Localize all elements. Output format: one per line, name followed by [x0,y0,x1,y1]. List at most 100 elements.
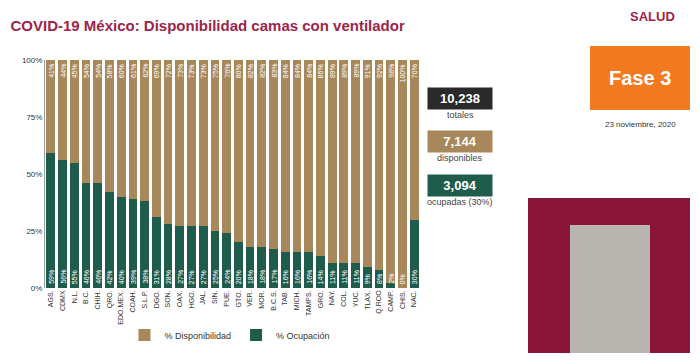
svg-text:75%: 75% [26,113,42,122]
svg-text:31%: 31% [153,270,160,284]
svg-text:COVID-19 México: Disponibilida: COVID-19 México: Disponibilidad camas co… [11,17,405,34]
svg-text:46%: 46% [95,270,102,284]
svg-text:YUC.: YUC. [352,290,359,307]
svg-text:disponibles: disponibles [437,153,483,163]
svg-text:PUE.: PUE. [223,290,230,306]
svg-text:CHIS.: CHIS. [399,290,406,309]
svg-text:44%: 44% [60,64,67,78]
svg-text:70%: 70% [411,64,418,78]
svg-text:SIN.: SIN. [211,290,218,304]
svg-text:54%: 54% [83,64,90,78]
svg-text:45%: 45% [71,64,78,78]
svg-text:84%: 84% [306,64,313,78]
svg-text:91%: 91% [364,64,371,78]
svg-text:totales: totales [447,110,474,120]
svg-text:54%: 54% [95,64,102,78]
svg-text:89%: 89% [329,64,336,78]
svg-text:41%: 41% [48,64,55,78]
svg-text:11%: 11% [353,270,360,284]
svg-text:% Ocupación: % Ocupación [276,331,330,341]
svg-text:B.C.: B.C. [82,290,89,304]
svg-text:COAH.: COAH. [129,290,136,312]
svg-text:EDO.MEX.: EDO.MEX. [117,290,124,324]
svg-text:55%: 55% [71,270,78,284]
svg-text:58%: 58% [106,64,113,78]
svg-text:MOR.: MOR. [258,290,265,308]
svg-text:38%: 38% [142,270,149,284]
svg-text:83%: 83% [271,64,278,78]
svg-text:80%: 80% [235,64,242,78]
svg-text:39%: 39% [130,270,137,284]
svg-text:59%: 59% [48,270,55,284]
svg-text:24%: 24% [224,270,231,284]
svg-text:18%: 18% [247,270,254,284]
svg-text:TAMPS.: TAMPS. [305,290,312,316]
svg-text:42%: 42% [106,270,113,284]
svg-text:2%: 2% [388,274,395,284]
svg-text:18%: 18% [259,270,266,284]
svg-text:3,094: 3,094 [443,178,476,193]
svg-text:9%: 9% [364,274,371,284]
svg-text:% Disponibilidad: % Disponibilidad [165,331,232,341]
svg-text:92%: 92% [376,64,383,78]
svg-text:82%: 82% [247,64,254,78]
svg-text:SALUD: SALUD [630,9,675,24]
svg-text:89%: 89% [353,64,360,78]
svg-text:QRO.: QRO. [106,290,114,308]
svg-text:82%: 82% [259,64,266,78]
svg-text:HGO.: HGO. [188,290,195,308]
svg-text:MICH.: MICH. [293,290,300,310]
svg-text:100%: 100% [22,56,42,65]
svg-text:25%: 25% [26,227,42,236]
svg-text:0%: 0% [31,284,43,293]
svg-text:86%: 86% [317,64,324,78]
svg-text:NAC.: NAC. [410,290,417,307]
svg-text:25%: 25% [212,270,219,284]
svg-text:Fase 3: Fase 3 [609,67,671,89]
svg-text:61%: 61% [130,64,137,78]
svg-text:46%: 46% [83,270,90,284]
svg-text:73%: 73% [177,64,184,78]
svg-text:11%: 11% [341,270,348,284]
svg-text:30%: 30% [411,270,418,284]
svg-text:28%: 28% [165,270,172,284]
svg-text:16%: 16% [306,270,313,284]
svg-text:56%: 56% [60,270,67,284]
svg-text:100%: 100% [399,65,406,83]
svg-text:TAB.: TAB. [282,290,289,305]
svg-text:17%: 17% [271,270,278,284]
svg-text:GRO.: GRO. [317,290,324,308]
svg-text:60%: 60% [118,64,125,78]
svg-text:69%: 69% [153,64,160,78]
svg-text:20%: 20% [235,270,242,284]
svg-text:27%: 27% [200,270,207,284]
svg-text:75%: 75% [212,64,219,78]
svg-text:8%: 8% [376,274,383,284]
svg-text:10,238: 10,238 [440,91,480,106]
svg-text:62%: 62% [142,64,149,78]
svg-text:73%: 73% [200,64,207,78]
svg-text:84%: 84% [282,64,289,78]
svg-text:50%: 50% [26,170,42,179]
svg-text:COL.: COL. [340,290,347,306]
svg-text:ocupadas (30%): ocupadas (30%) [427,197,493,207]
svg-text:GTO.: GTO. [235,290,242,307]
svg-text:SON.: SON. [164,290,171,307]
svg-text:98%: 98% [388,64,395,78]
svg-text:7,144: 7,144 [443,134,476,149]
svg-text:27%: 27% [188,270,195,284]
svg-text:84%: 84% [294,64,301,78]
svg-text:11%: 11% [329,271,336,285]
svg-text:JAL.: JAL. [199,290,206,304]
svg-text:14%: 14% [317,270,324,284]
svg-text:DGO.: DGO. [153,290,160,308]
svg-text:23 noviembre, 2020: 23 noviembre, 2020 [605,120,676,129]
svg-text:Q.ROO: Q.ROO [375,290,383,314]
svg-text:TLAX.: TLAX. [364,290,371,310]
svg-text:16%: 16% [294,270,301,284]
svg-text:N.L.: N.L. [71,290,78,303]
svg-text:72%: 72% [165,64,172,78]
svg-text:CDMX: CDMX [59,290,66,311]
svg-text:OAX.: OAX. [176,290,183,307]
svg-text:16%: 16% [282,270,289,284]
